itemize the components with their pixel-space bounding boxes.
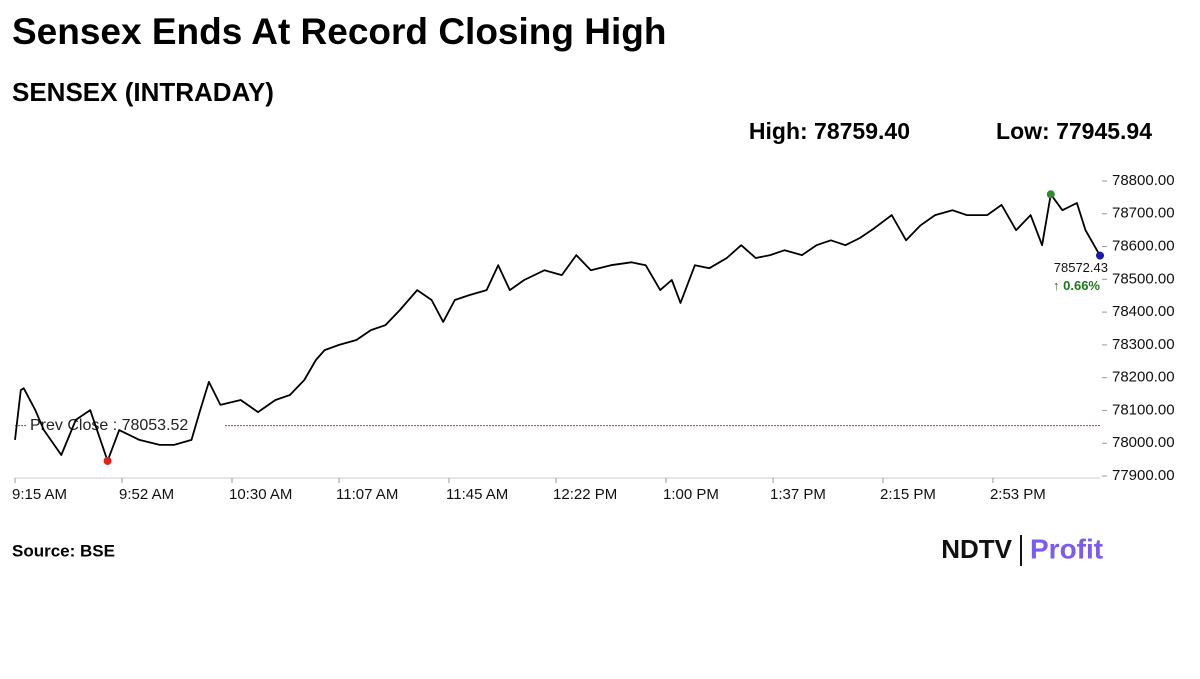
y-tick-label: 77900.00 (1112, 467, 1175, 484)
line-series (14, 193, 1101, 462)
x-tick-label: 9:52 AM (119, 486, 174, 503)
low-marker (103, 456, 112, 465)
y-tick-label: 78300.00 (1112, 336, 1175, 353)
low-label: Low: 77945.94 (996, 118, 1152, 144)
last-marker (1096, 251, 1104, 260)
y-tick-label: 78500.00 (1112, 270, 1175, 287)
high-marker (1046, 190, 1055, 199)
y-tick-label: 78700.00 (1112, 205, 1175, 222)
x-tick-label: 2:53 PM (990, 486, 1046, 503)
x-tick-label: 1:37 PM (770, 486, 826, 503)
y-tick-label: 78600.00 (1112, 238, 1175, 255)
logo-left: NDTV (941, 534, 1012, 564)
x-tick-label: 1:00 PM (663, 486, 719, 503)
y-tick-label: 78000.00 (1112, 434, 1175, 451)
reference-label: Prev Close : 78053.52 (30, 417, 188, 434)
logo-right: Profit (1030, 533, 1103, 564)
change-label: ↑ 0.66% (1053, 278, 1100, 293)
y-tick-label: 78400.00 (1112, 303, 1175, 320)
source: Source: BSE (12, 541, 115, 560)
x-tick-label: 10:30 AM (229, 486, 292, 503)
y-tick-label: 78200.00 (1112, 369, 1175, 386)
x-tick-label: 11:07 AM (336, 486, 398, 503)
x-tick-label: 12:22 PM (553, 486, 617, 503)
y-tick-label: 78800.00 (1112, 172, 1175, 189)
last-value-label: 78572.43 (1054, 260, 1108, 275)
x-tick-label: 9:15 AM (12, 486, 67, 503)
high-label: High: 78759.40 (749, 118, 910, 144)
y-tick-label: 78100.00 (1112, 401, 1175, 418)
chart-title: Sensex Ends At Record Closing High (12, 11, 666, 52)
x-tick-label: 2:15 PM (880, 486, 936, 503)
chart-subtitle: SENSEX (INTRADAY) (12, 77, 274, 107)
x-tick-label: 11:45 AM (446, 486, 508, 503)
